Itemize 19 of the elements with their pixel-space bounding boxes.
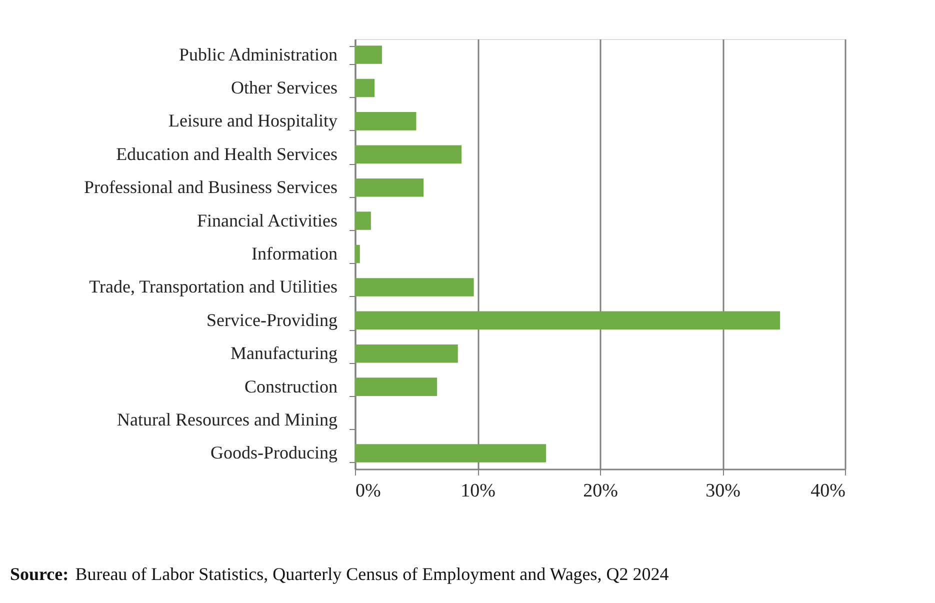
x-tick-label: 0%: [356, 480, 381, 502]
x-tick-label: 40%: [810, 480, 846, 502]
y-tick-label: Goods-Producing: [210, 442, 338, 463]
y-tick-label: Financial Activities: [197, 210, 338, 230]
y-tick-label: Public Administration: [178, 44, 338, 64]
y-tick-label: Leisure and Hospitality: [168, 110, 338, 131]
x-tick-label: 30%: [706, 480, 741, 502]
x-tick-label: 10%: [460, 480, 496, 502]
text: Source: Bureau of Labor Statistics, Quarterly Census of Employment and Wages, Q2 2024: [10, 564, 669, 584]
x-tick-label: 20%: [583, 480, 618, 502]
y-tick-label: Construction: [244, 376, 338, 396]
y-tick-label: Natural Resources and Mining: [117, 410, 338, 430]
y-tick-label: Other Services: [231, 77, 338, 98]
y-tick-label: Information: [252, 244, 338, 264]
y-tick-label: Trade, Transportation and Utilities: [89, 276, 338, 297]
y-tick-label: Manufacturing: [230, 343, 338, 364]
y-tick-label: Education and Health Services: [116, 144, 338, 164]
y-tick-label: Professional and Business Services: [84, 177, 338, 198]
y-tick-label: Service-Providing: [206, 310, 338, 330]
